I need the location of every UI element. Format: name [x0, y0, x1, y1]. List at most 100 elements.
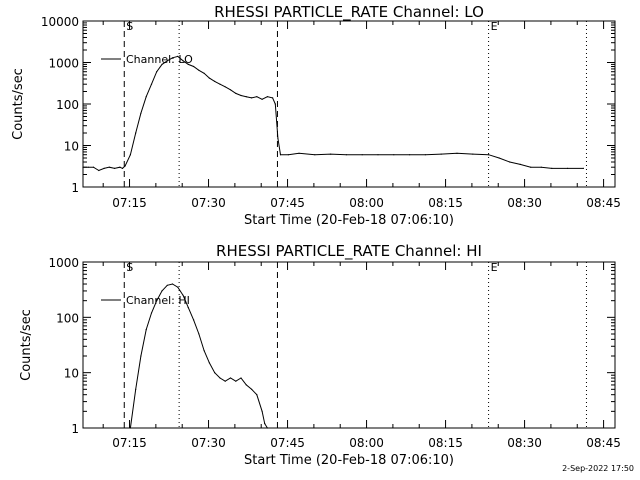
data-point	[264, 423, 266, 425]
x-tick-label: 07:30	[191, 436, 226, 450]
y-tick-label: 1000	[48, 256, 79, 270]
data-point	[166, 60, 168, 62]
data-point	[567, 167, 569, 169]
data-point	[103, 167, 105, 169]
data-point	[229, 377, 232, 379]
x-tick-label: 08:15	[428, 436, 463, 450]
time-marker-label: E	[491, 261, 498, 274]
data-point	[203, 72, 205, 74]
data-point	[145, 96, 147, 98]
series-line	[129, 283, 268, 429]
chart-title: RHESSI PARTICLE_RATE Channel: LO	[214, 3, 484, 22]
y-tick-label: 100	[56, 98, 79, 112]
data-point	[98, 169, 100, 172]
data-point	[229, 89, 232, 91]
data-point	[251, 388, 253, 390]
data-point	[540, 166, 542, 168]
legend-label: Channel: HI	[126, 294, 190, 307]
data-point	[235, 92, 237, 94]
y-tick-label: 1	[71, 422, 79, 436]
x-tick-label: 08:45	[586, 436, 621, 450]
data-point	[187, 307, 189, 309]
plot-frame	[82, 261, 616, 429]
y-axis-label: Counts/sec	[11, 68, 26, 140]
data-point	[171, 283, 174, 285]
data-point	[240, 377, 242, 379]
y-tick-label: 1000	[48, 57, 79, 71]
data-point	[224, 380, 226, 382]
x-tick-label: 07:45	[270, 436, 305, 450]
data-point	[261, 410, 263, 412]
data-point	[277, 137, 279, 139]
data-point	[193, 65, 195, 68]
data-point	[82, 166, 84, 168]
data-point	[240, 94, 242, 97]
data-point	[224, 86, 226, 88]
x-tick-label: 07:15	[112, 436, 147, 450]
data-point	[150, 312, 153, 314]
x-tick-label: 07:30	[191, 196, 226, 210]
data-point	[87, 166, 89, 168]
chart-panel-hi: RHESSI PARTICLE_RATE Channel: HI Start Ti…	[19, 242, 621, 468]
data-point	[345, 154, 347, 156]
data-point	[150, 83, 153, 85]
data-point	[424, 154, 426, 156]
data-point	[193, 319, 195, 321]
data-point	[129, 427, 131, 429]
data-point	[124, 165, 126, 167]
y-tick-label: 10000	[41, 15, 79, 29]
data-point	[140, 112, 142, 114]
data-point	[208, 362, 210, 364]
data-point	[314, 154, 316, 156]
data-point	[145, 329, 147, 331]
data-point	[498, 157, 500, 159]
x-tick-label: 08:45	[586, 196, 621, 210]
data-point	[488, 154, 490, 156]
x-tick-label: 08:00	[349, 196, 384, 210]
x-axis-label: Start Time (20-Feb-18 07:06:10)	[244, 213, 454, 228]
data-point	[203, 350, 205, 352]
x-tick-label: 08:30	[507, 436, 542, 450]
time-marker-label: S	[126, 261, 133, 274]
data-point	[287, 154, 289, 156]
x-tick-label: 07:15	[112, 196, 147, 210]
y-tick-label: 1	[71, 181, 79, 195]
data-point	[140, 355, 142, 357]
data-point	[171, 57, 174, 59]
x-tick-label: 08:00	[349, 436, 384, 450]
data-point	[377, 154, 379, 156]
data-point	[92, 166, 95, 168]
data-point	[261, 98, 263, 100]
data-point	[135, 132, 137, 134]
data-point	[582, 167, 585, 169]
x-tick-label: 08:15	[428, 196, 463, 210]
y-tick-label: 100	[56, 311, 79, 325]
data-point	[266, 427, 268, 429]
data-point	[393, 154, 395, 156]
data-point	[177, 55, 179, 58]
data-point	[214, 80, 216, 82]
data-point	[245, 384, 247, 386]
data-point	[114, 167, 116, 169]
data-point	[156, 300, 158, 302]
data-point	[519, 163, 521, 165]
data-point	[119, 166, 121, 168]
series-line	[83, 55, 584, 172]
data-point	[509, 161, 511, 163]
data-point	[530, 166, 532, 168]
data-point	[219, 83, 221, 85]
data-point	[198, 69, 200, 71]
footer-date: 2-Sep-2022 17:50	[562, 464, 634, 473]
data-point	[214, 372, 216, 374]
data-point	[272, 97, 274, 99]
data-point	[182, 294, 184, 296]
x-tick-label: 08:30	[507, 196, 542, 210]
data-point	[279, 154, 282, 156]
data-point	[235, 380, 237, 382]
data-point	[274, 103, 276, 105]
data-point	[182, 60, 184, 62]
data-point	[177, 286, 179, 288]
data-point	[456, 152, 458, 154]
data-point	[161, 290, 163, 292]
